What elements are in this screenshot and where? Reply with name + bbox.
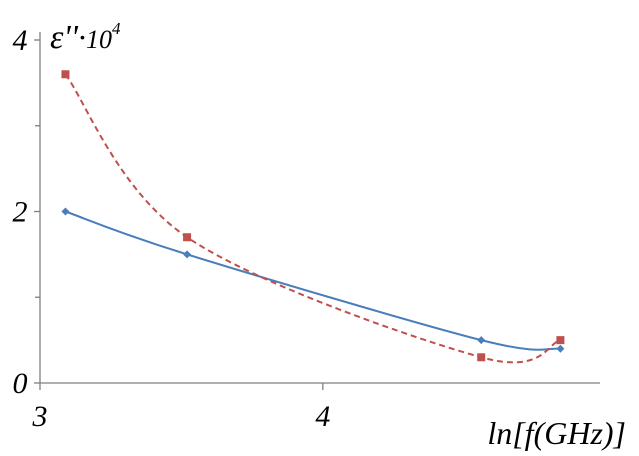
data-point-marker: [61, 70, 70, 79]
y-tick-label: 4: [13, 24, 28, 57]
labels: 0 2 4 3 4 ε''·104 ln[f(GHz)]: [13, 19, 627, 451]
series-line: [64, 73, 561, 364]
data-point-marker: [183, 233, 192, 242]
x-tick-label: 3: [32, 400, 48, 433]
data-point-marker: [477, 353, 486, 362]
series-line: [65, 210, 561, 351]
y-tick-label: 0: [13, 367, 28, 400]
y-axis-title: ε''·104: [50, 19, 121, 56]
data-point-marker: [61, 207, 70, 216]
data-point-marker: [556, 336, 565, 345]
axes: [34, 32, 600, 390]
data-point-marker: [556, 344, 565, 353]
x-tick-label: 4: [315, 400, 330, 433]
series-1: [61, 207, 565, 353]
data-point-marker: [183, 250, 192, 259]
y-tick-label: 2: [13, 196, 28, 229]
x-axis-title: ln[f(GHz)]: [487, 415, 626, 451]
series-2: [61, 70, 565, 364]
series-layer: [61, 70, 565, 364]
data-point-marker: [477, 336, 486, 345]
